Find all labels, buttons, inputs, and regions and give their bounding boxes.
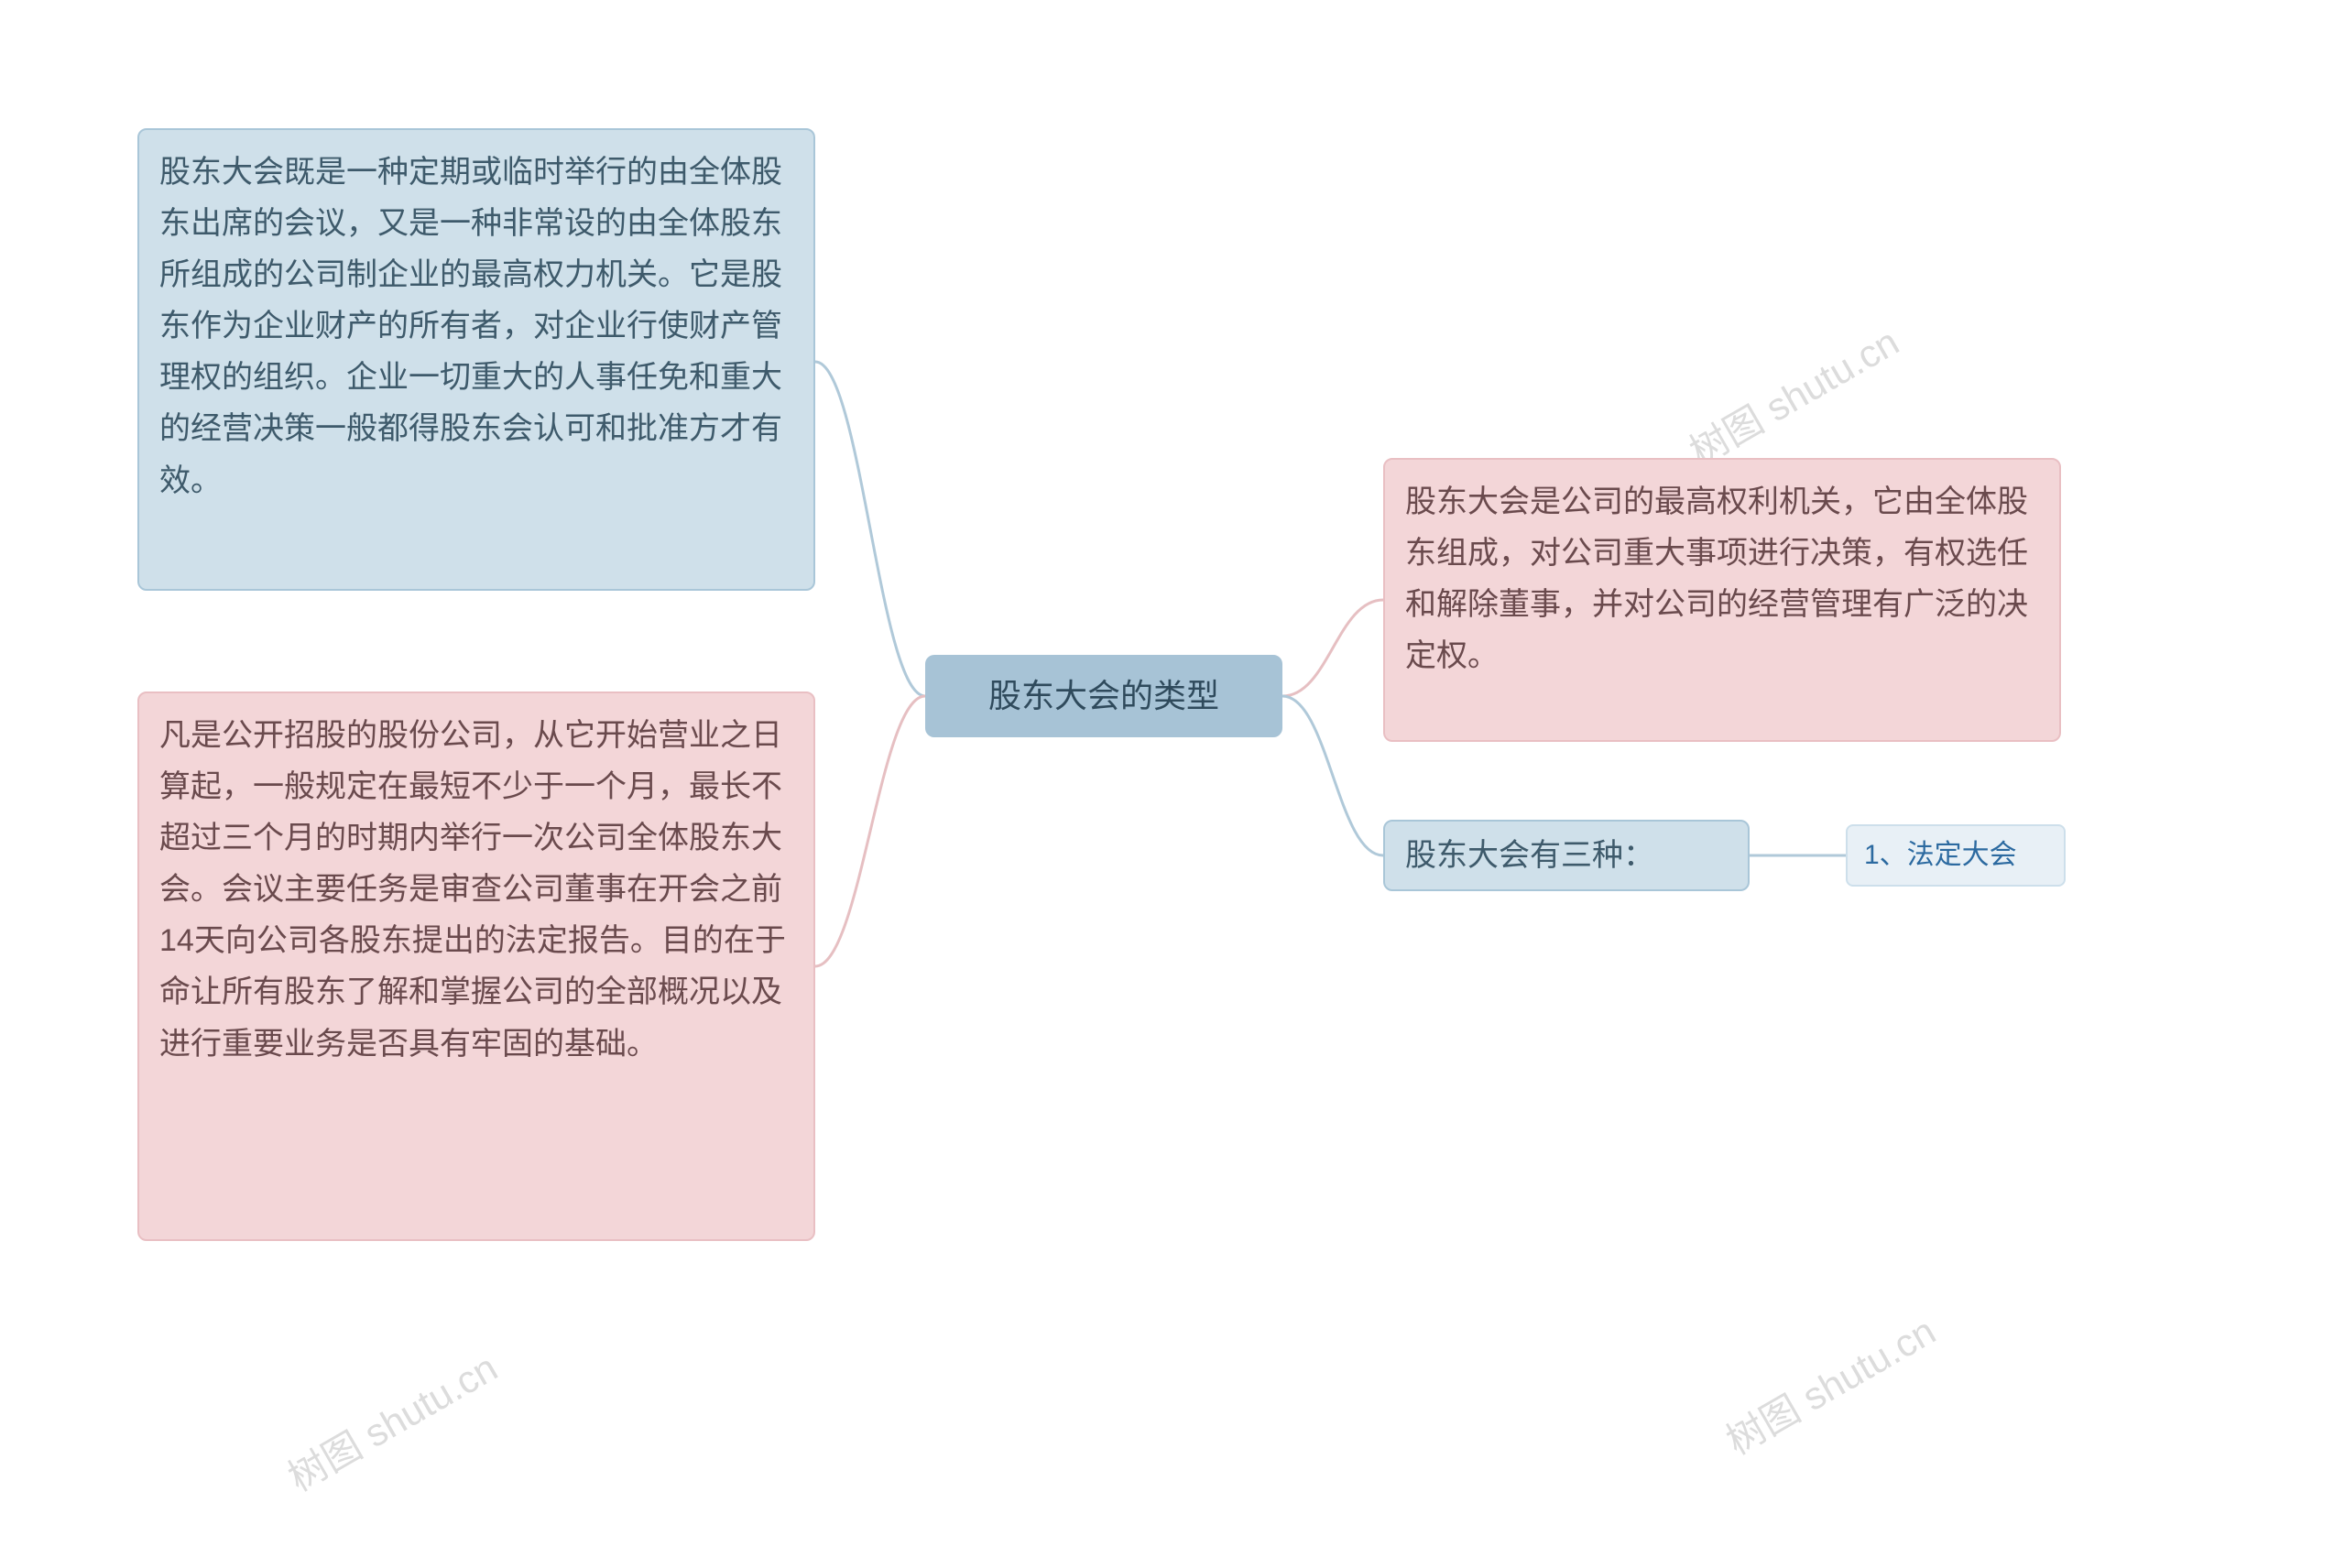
left-top-node[interactable]: 股东大会既是一种定期或临时举行的由全体股东出席的会议，又是一种非常设的由全体股东… [137,128,815,591]
right-bottom-child-node[interactable]: 1、法定大会 [1846,824,2066,887]
connector-center-righttop [1282,600,1383,696]
connector-center-lefttop [815,362,925,696]
right-bottom-node[interactable]: 股东大会有三种： [1383,820,1750,891]
connector-center-leftbot [815,696,925,966]
left-bottom-node[interactable]: 凡是公开招股的股份公司，从它开始营业之日算起，一般规定在最短不少于一个月，最长不… [137,691,815,1241]
watermark-2: 树图 shutu.cn [1678,311,1908,476]
watermark-3: 树图 shutu.cn [277,1337,507,1502]
connector-center-rightbot [1282,696,1383,855]
right-top-node[interactable]: 股东大会是公司的最高权利机关，它由全体股东组成，对公司重大事项进行决策，有权选任… [1383,458,2061,742]
watermark-4: 树图 shutu.cn [1715,1301,1945,1465]
center-node[interactable]: 股东大会的类型 [925,655,1282,737]
